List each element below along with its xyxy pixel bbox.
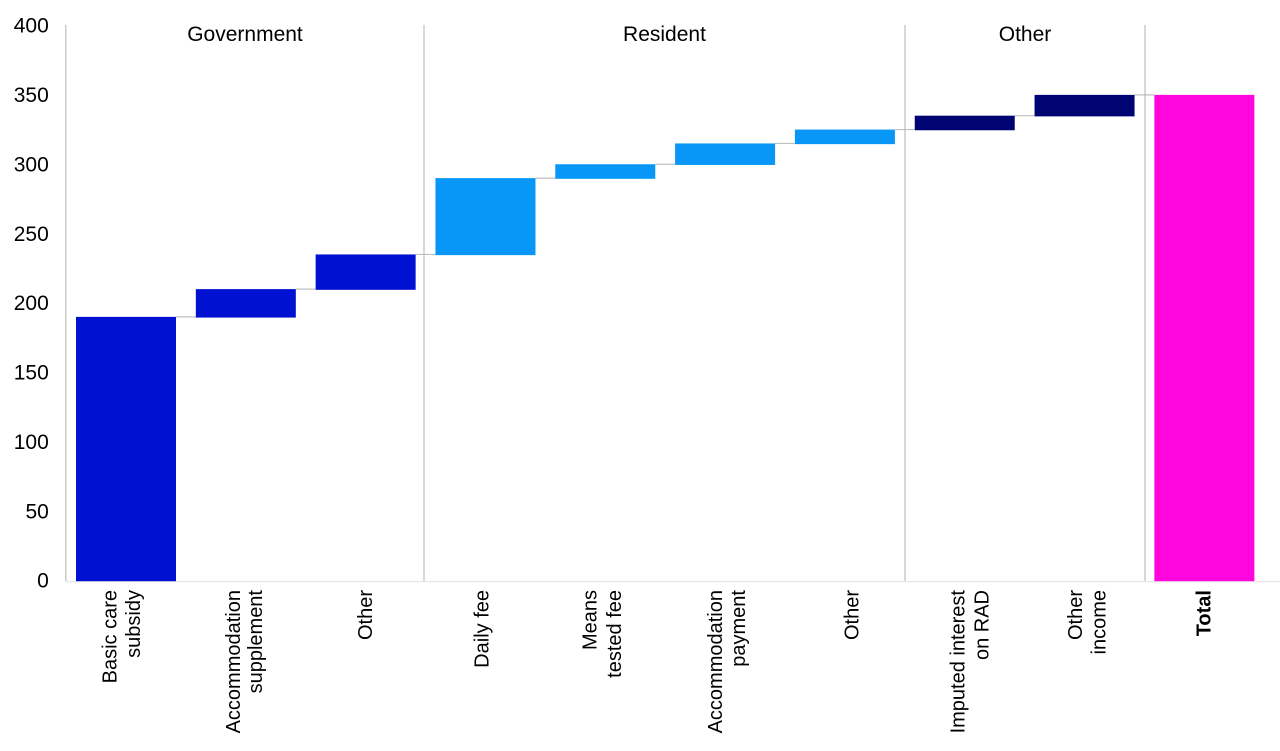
svg-text:Total: Total [1194,590,1216,636]
svg-text:subsidy: subsidy [123,590,145,658]
svg-text:tested fee: tested fee [604,590,626,678]
svg-text:supplement: supplement [245,590,267,694]
svg-text:Other: Other [841,590,863,640]
svg-text:Other: Other [355,590,377,640]
svg-text:Resident: Resident [623,23,706,46]
svg-text:Government: Government [187,23,303,46]
svg-text:350: 350 [14,84,49,107]
svg-text:Imputed interest: Imputed interest [948,590,970,734]
svg-text:Daily fee: Daily fee [472,590,494,668]
svg-text:Accommodation: Accommodation [705,590,727,733]
svg-text:Means: Means [580,590,602,650]
svg-text:250: 250 [14,223,49,246]
svg-text:on RAD: on RAD [972,590,994,660]
svg-text:payment: payment [728,590,750,667]
svg-text:300: 300 [14,153,49,176]
svg-text:Other: Other [999,23,1052,46]
svg-text:0: 0 [37,570,49,593]
svg-text:income: income [1088,590,1110,654]
svg-text:Accommodation: Accommodation [223,590,245,733]
svg-text:Basic care: Basic care [100,590,122,683]
svg-text:200: 200 [14,292,49,315]
svg-text:100: 100 [14,431,49,454]
svg-text:50: 50 [25,500,48,523]
svg-text:150: 150 [14,362,49,385]
svg-text:400: 400 [14,15,49,38]
svg-text:Other: Other [1065,590,1087,640]
